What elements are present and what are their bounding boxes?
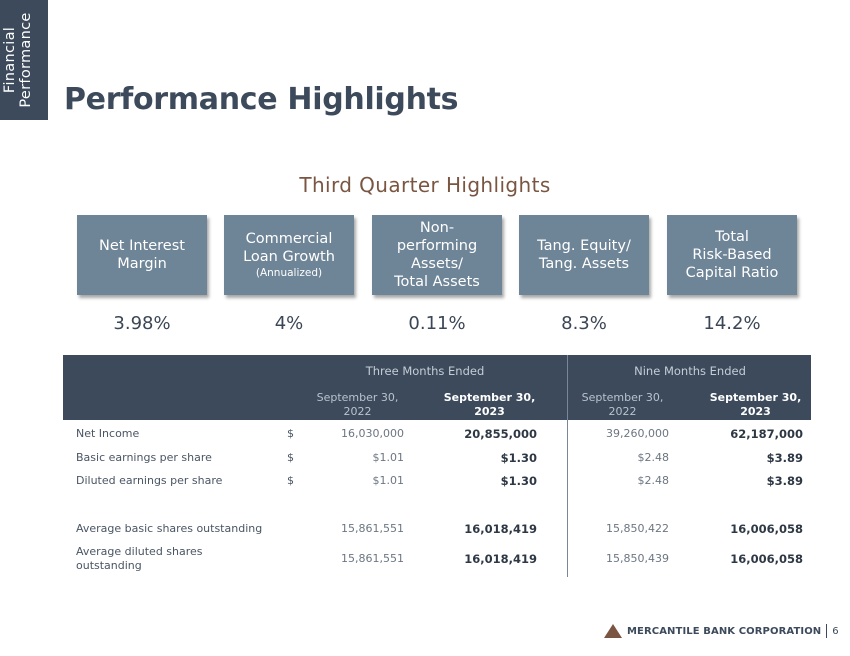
section-tab-line2: Performance xyxy=(18,12,34,108)
table-cell: 16,030,000 xyxy=(341,427,404,440)
highlight-note: (Annualized) xyxy=(255,267,323,279)
currency-symbol: $ xyxy=(287,474,294,487)
row-label-line: Average diluted shares xyxy=(76,545,203,558)
table-cell: $2.48 xyxy=(637,451,670,464)
table-divider xyxy=(567,355,568,577)
highlight-label: Commercial xyxy=(245,231,333,247)
highlight-label: Net Interest xyxy=(99,238,185,254)
highlight-label: performing xyxy=(396,238,478,254)
highlight-label: Non- xyxy=(419,220,455,236)
table-cell: 16,018,419 xyxy=(464,552,537,566)
highlight-label: Capital Ratio xyxy=(685,265,779,281)
highlight-label: Margin xyxy=(117,256,167,272)
table-cell: 15,861,551 xyxy=(341,522,404,535)
row-label-line: outstanding xyxy=(76,559,142,572)
page-number: 6 xyxy=(832,625,839,637)
table-header xyxy=(63,355,811,420)
row-label: Average basic shares outstanding xyxy=(76,522,263,535)
table-cell: 15,861,551 xyxy=(341,552,404,565)
table-cell: 16,006,058 xyxy=(730,552,803,566)
column-header-line: September 30, xyxy=(316,391,399,404)
table-cell: 16,006,058 xyxy=(730,522,803,536)
highlight-label: Tang. Assets xyxy=(538,256,630,272)
highlight-value: 14.2% xyxy=(703,313,761,334)
highlight-label: Total xyxy=(715,229,749,245)
company-name: MERCANTILE BANK CORPORATION xyxy=(627,625,822,637)
row-label: Basic earnings per share xyxy=(76,451,212,464)
table-cell: $1.01 xyxy=(372,474,405,487)
currency-symbol: $ xyxy=(287,427,294,440)
table-cell: $1.30 xyxy=(500,451,537,465)
highlight-value: 8.3% xyxy=(561,313,607,334)
highlight-label: Loan Growth xyxy=(243,249,335,265)
section-tab-label: Financial Performance xyxy=(2,0,46,120)
highlight-label: Risk-Based xyxy=(692,247,772,263)
section-tab-line1: Financial xyxy=(2,26,18,94)
table-cell: $3.89 xyxy=(766,474,803,488)
highlight-value: 3.98% xyxy=(113,313,171,334)
page-title: Performance Highlights xyxy=(64,82,459,117)
footer-divider xyxy=(826,624,828,638)
row-label: Average diluted shares outstanding xyxy=(76,545,203,573)
highlight-box-capital-ratio: Total Risk-Based Capital Ratio xyxy=(667,215,797,295)
column-header-line: 2023 xyxy=(740,405,771,418)
column-header-line: September 30, xyxy=(443,391,536,404)
column-header: September 30, 2022 xyxy=(570,391,675,419)
highlight-label: Assets/ xyxy=(410,256,464,272)
highlight-box-net-interest-margin: Net Interest Margin xyxy=(77,215,207,295)
currency-symbol: $ xyxy=(287,451,294,464)
table-cell: $2.48 xyxy=(637,474,670,487)
column-header: September 30, 2022 xyxy=(305,391,410,419)
group-header-nine-months: Nine Months Ended xyxy=(634,364,746,378)
highlight-box-nonperforming-assets: Non- performing Assets/ Total Assets xyxy=(372,215,502,295)
column-header: September 30, 2023 xyxy=(703,391,808,419)
section-subtitle: Third Quarter Highlights xyxy=(299,173,551,197)
column-header-line: September 30, xyxy=(581,391,664,404)
highlight-value: 0.11% xyxy=(408,313,466,334)
table-cell: $3.89 xyxy=(766,451,803,465)
row-label: Net Income xyxy=(76,427,140,440)
company-logo-icon xyxy=(604,624,622,638)
table-cell: $1.01 xyxy=(372,451,405,464)
footer: MERCANTILE BANK CORPORATION 6 xyxy=(604,624,839,638)
section-tab: Financial Performance xyxy=(0,0,48,120)
table-cell: 39,260,000 xyxy=(606,427,669,440)
table-cell: 15,850,422 xyxy=(606,522,669,535)
table-cell: 20,855,000 xyxy=(464,427,537,441)
table-cell: 62,187,000 xyxy=(730,427,803,441)
column-header-line: September 30, xyxy=(709,391,802,404)
table-cell: $1.30 xyxy=(500,474,537,488)
highlight-label: Total Assets xyxy=(394,274,480,290)
column-header-line: 2023 xyxy=(474,405,505,418)
highlight-value: 4% xyxy=(274,313,304,334)
table-cell: 15,850,439 xyxy=(606,552,669,565)
highlight-box-commercial-loan-growth: Commercial Loan Growth (Annualized) xyxy=(224,215,354,295)
table-cell: 16,018,419 xyxy=(464,522,537,536)
column-header-line: 2022 xyxy=(343,405,372,418)
highlight-label: Tang. Equity/ xyxy=(537,238,631,254)
highlight-box-tangible-equity: Tang. Equity/ Tang. Assets xyxy=(519,215,649,295)
group-header-three-months: Three Months Ended xyxy=(365,364,485,378)
row-label: Diluted earnings per share xyxy=(76,474,223,487)
column-header: September 30, 2023 xyxy=(437,391,542,419)
column-header-line: 2022 xyxy=(608,405,637,418)
